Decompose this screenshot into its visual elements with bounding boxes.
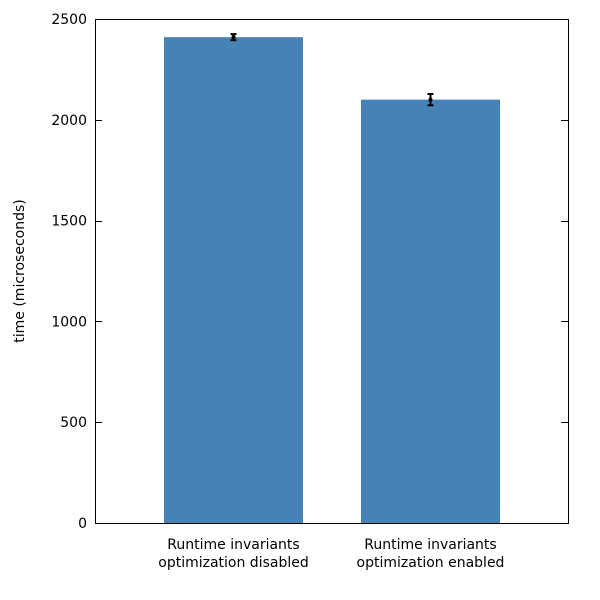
x-tick-label: Runtime invariants xyxy=(167,537,299,553)
y-tick-label: 1500 xyxy=(51,214,87,230)
y-tick-label: 2000 xyxy=(51,113,87,129)
error-point-1 xyxy=(231,35,236,40)
bars-layer xyxy=(164,37,500,523)
x-tick-label: optimization disabled xyxy=(158,555,308,571)
y-tick-label: 500 xyxy=(60,415,87,431)
y-axis-label: time (microseconds) xyxy=(12,199,28,342)
error-bars-layer xyxy=(230,33,434,107)
y-ticks-layer: 0 500 1000 1500 2000 2500 xyxy=(51,12,568,532)
y-tick-label: 2500 xyxy=(51,12,87,28)
plot-frame xyxy=(95,19,569,524)
x-tick-label: Runtime invariants xyxy=(364,537,496,553)
y-tick-label: 1000 xyxy=(51,314,87,330)
bar-2 xyxy=(361,99,500,523)
error-point-2 xyxy=(428,97,433,102)
x-tick-label: optimization enabled xyxy=(357,555,505,571)
y-tick-label: 0 xyxy=(78,516,87,532)
x-labels-layer: Runtime invariants optimization disabled R… xyxy=(158,537,504,571)
bar-1 xyxy=(164,37,303,523)
